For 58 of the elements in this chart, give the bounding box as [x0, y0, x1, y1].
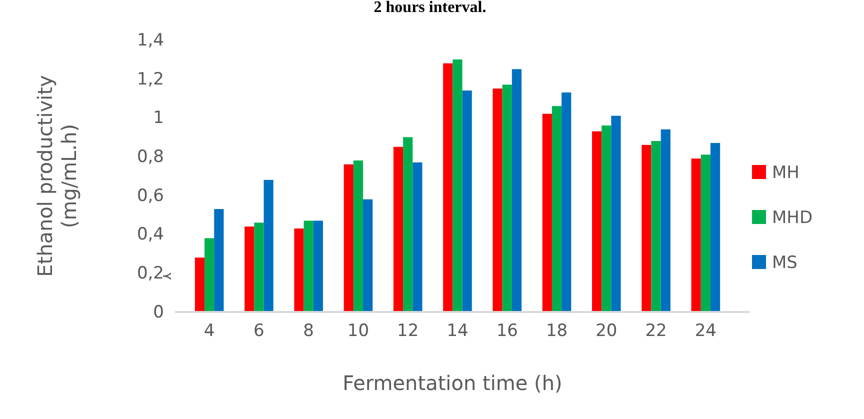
y-tick-label: 0,2 — [136, 264, 164, 284]
x-tick-label: 8 — [303, 321, 314, 342]
legend-label: MS — [772, 253, 798, 273]
y-tick-label: 1 — [153, 108, 164, 128]
chart-title: 2 hours interval. — [374, 0, 486, 16]
x-tick-label: 18 — [546, 321, 568, 342]
y-tick-label: 0 — [153, 302, 164, 322]
bar — [642, 144, 652, 312]
y-tick-label: 0,4 — [136, 224, 164, 245]
bar — [492, 88, 502, 312]
bar — [542, 114, 552, 312]
bar — [552, 106, 562, 312]
x-tick-label: 16 — [496, 321, 518, 342]
bar — [403, 137, 413, 312]
y-tick-label: 1,4 — [136, 30, 164, 50]
bar — [204, 238, 214, 312]
bar — [462, 90, 472, 312]
bar — [194, 258, 205, 312]
x-axis-title: Fermentation time (h) — [342, 371, 562, 395]
bar — [443, 63, 453, 312]
bar — [294, 228, 304, 312]
x-tick-label: 10 — [347, 321, 370, 342]
bar — [651, 141, 661, 312]
bar — [710, 142, 720, 312]
x-tick-label: 14 — [446, 321, 468, 342]
bar — [592, 131, 602, 312]
bar — [602, 125, 612, 312]
y-axis-title: Ethanol productivity (mg/mL.h) — [33, 74, 81, 277]
bar — [452, 59, 462, 312]
bar — [512, 69, 522, 312]
bar — [660, 129, 670, 312]
bar — [412, 162, 422, 312]
x-tick-label: 12 — [397, 321, 419, 342]
bar — [353, 160, 364, 312]
y-tick-label: 1,2 — [136, 69, 164, 90]
bar — [244, 226, 254, 312]
x-tick-label: 22 — [645, 321, 667, 342]
bar — [700, 154, 710, 312]
bar — [562, 92, 572, 312]
bar — [304, 220, 314, 312]
bar — [691, 158, 701, 312]
bar — [214, 209, 224, 312]
x-tick-label: 6 — [254, 321, 264, 342]
bar — [363, 199, 373, 312]
bar — [502, 84, 512, 312]
bar — [393, 146, 404, 312]
bar — [264, 180, 274, 312]
x-tick-label: 4 — [204, 321, 215, 342]
y-tick-label: 0,6 — [136, 186, 164, 206]
legend-label: MH — [772, 163, 800, 183]
legend-label: MHD — [772, 208, 813, 228]
x-tick-label: 20 — [596, 321, 618, 342]
bar — [313, 220, 323, 312]
y-tick-label: 0,8 — [136, 147, 164, 168]
x-tick-label: 24 — [694, 321, 716, 342]
bar — [254, 222, 264, 312]
bar — [611, 116, 621, 312]
bar — [344, 164, 354, 312]
